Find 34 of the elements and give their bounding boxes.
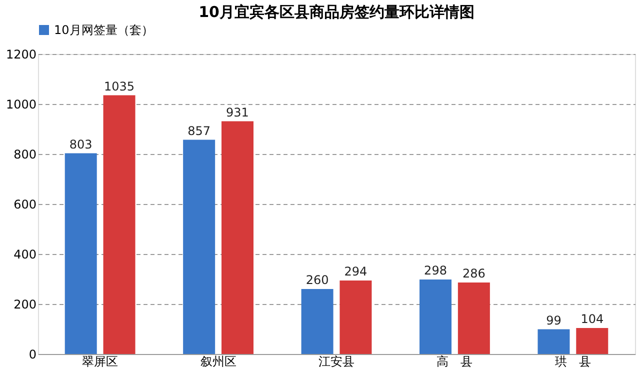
bar	[301, 289, 334, 354]
data-label: 931	[226, 105, 249, 120]
bar	[221, 121, 254, 354]
legend-label: 10月网签量（套）	[54, 23, 154, 37]
bar	[340, 280, 372, 354]
data-label: 803	[69, 137, 92, 152]
y-tick-label: 800	[14, 148, 36, 162]
y-tick-label: 1000	[6, 98, 36, 112]
x-tick-label: 翠屏区	[82, 354, 118, 368]
bar	[458, 282, 490, 354]
bar	[103, 95, 136, 354]
data-label: 1035	[104, 79, 135, 94]
x-tick-label: 高 县	[436, 354, 473, 368]
data-label: 286	[462, 266, 486, 280]
bar	[576, 328, 608, 354]
data-label: 857	[188, 124, 211, 138]
y-tick-label: 0	[28, 348, 36, 362]
data-label: 99	[546, 313, 562, 328]
y-tick-label: 1200	[6, 48, 36, 62]
data-label: 294	[344, 264, 368, 278]
x-tick-label: 珙 县	[554, 354, 591, 368]
bar	[64, 153, 97, 354]
data-label: 298	[424, 264, 447, 278]
bar	[538, 329, 570, 354]
y-tick-label: 600	[14, 198, 36, 212]
data-label: 260	[306, 273, 329, 287]
bar	[183, 140, 216, 354]
data-label: 104	[580, 312, 604, 326]
y-tick-label: 400	[14, 248, 36, 262]
y-tick-label: 200	[14, 298, 36, 312]
chart-title: 10月宜宾各区县商品房签约量环比详情图	[198, 3, 474, 21]
x-tick-label: 江安县	[318, 354, 354, 368]
x-tick-label: 叙州区	[200, 354, 236, 368]
bar	[420, 280, 452, 354]
